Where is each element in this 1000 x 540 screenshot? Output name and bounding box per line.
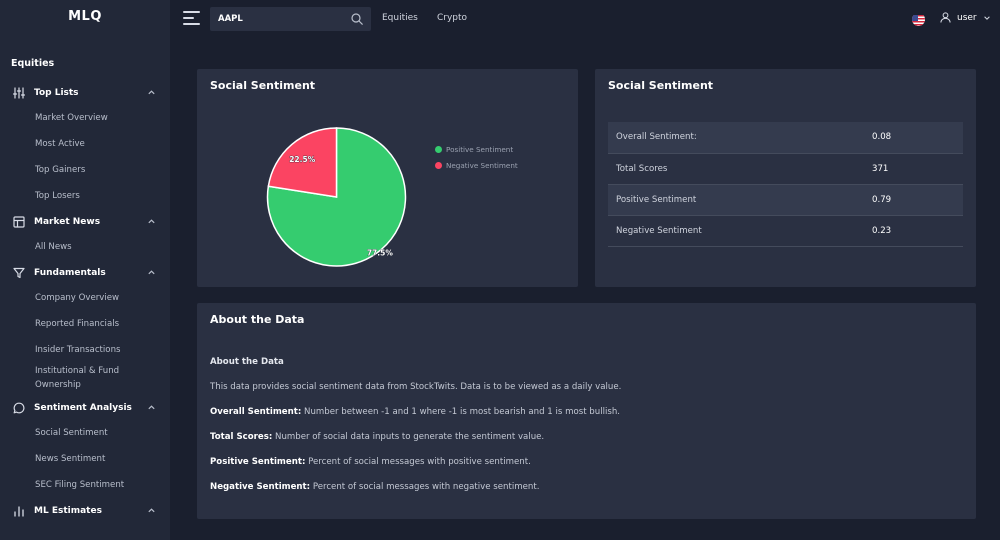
def-term: Total Scores: — [210, 432, 273, 442]
chevron-up-icon[interactable] — [147, 403, 156, 412]
sidebar-group-sentiment-analysis[interactable]: Sentiment Analysis — [0, 395, 170, 420]
row-label: Total Scores — [608, 153, 872, 185]
sentiment-pie-chart: 77.5% 22.5% — [266, 127, 407, 267]
row-value: 0.79 — [872, 184, 963, 216]
pie-slice-negative[interactable] — [267, 127, 338, 198]
sidebar-group-fundamentals[interactable]: Fundamentals — [0, 260, 170, 285]
us-flag-icon[interactable] — [912, 13, 925, 26]
sidebar-item-insider-transactions[interactable]: Insider Transactions — [35, 345, 121, 355]
layout-icon — [13, 215, 25, 228]
chevron-up-icon[interactable] — [147, 217, 156, 226]
nav-crypto[interactable]: Crypto — [437, 13, 468, 23]
chevron-up-icon[interactable] — [147, 268, 156, 277]
user-label: user — [957, 12, 977, 23]
about-card-title: About the Data — [210, 313, 305, 326]
sidebar-item-company-overview[interactable]: Company Overview — [35, 293, 120, 303]
sidebar-item-market-overview[interactable]: Market Overview — [35, 113, 108, 123]
row-value: 371 — [872, 153, 963, 185]
def-term: Negative Sentiment: — [210, 482, 311, 492]
sentiment-table: Overall Sentiment: 0.08 Total Scores 371… — [608, 122, 963, 247]
sidebar-heading: Equities — [11, 58, 55, 69]
message-circle-icon — [13, 402, 25, 414]
sidebar-item-news-sentiment[interactable]: News Sentiment — [35, 454, 106, 464]
legend-label: Negative Sentiment — [446, 160, 518, 170]
sidebar-item-most-active[interactable]: Most Active — [35, 139, 85, 149]
sidebar-group-label: Market News — [34, 216, 101, 227]
sidebar-group-ml-estimates[interactable]: ML Estimates — [0, 498, 170, 523]
sidebar-item-sec-filing-sentiment[interactable]: SEC Filing Sentiment — [35, 480, 125, 490]
stats-card-title: Social Sentiment — [608, 79, 714, 92]
chart-legend: Positive Sentiment Negative Sentiment — [435, 141, 518, 173]
chevron-up-icon[interactable] — [147, 506, 156, 515]
def-text: Number of social data inputs to generate… — [272, 432, 545, 442]
user-icon — [940, 12, 951, 23]
def-term: Positive Sentiment: — [210, 457, 306, 467]
legend-label: Positive Sentiment — [446, 144, 514, 154]
menu-icon[interactable] — [183, 11, 200, 25]
chevron-down-icon — [983, 15, 990, 20]
about-subtitle: About the Data — [210, 357, 284, 367]
def-positive-sentiment: Positive Sentiment: Percent of social me… — [210, 457, 531, 467]
sidebar-group-label: Top Lists — [34, 87, 79, 98]
sidebar-item-institutional-ownership[interactable]: Institutional & Fund Ownership — [35, 366, 120, 390]
filter-icon — [13, 267, 25, 279]
sidebar-item-reported-financials[interactable]: Reported Financials — [35, 319, 120, 329]
sidebar-group-top-lists[interactable]: Top Lists — [0, 80, 170, 105]
about-card: About the Data About the Data This data … — [197, 303, 976, 519]
pie-label-positive: 77.5% — [367, 249, 394, 258]
search-input[interactable] — [210, 7, 345, 31]
about-intro: This data provides social sentiment data… — [210, 382, 622, 392]
row-value: 0.08 — [872, 122, 963, 154]
def-text: Number between -1 and 1 where -1 is most… — [301, 407, 621, 417]
row-value: 0.23 — [872, 215, 963, 247]
sidebar-group-market-news[interactable]: Market News — [0, 209, 170, 234]
sidebar: MLQ Equities Top Lists Market Overview M… — [0, 0, 170, 540]
def-total-scores: Total Scores: Number of social data inpu… — [210, 432, 544, 442]
sidebar-group-label: Fundamentals — [34, 267, 106, 278]
nav-equities[interactable]: Equities — [382, 13, 418, 23]
def-overall-sentiment: Overall Sentiment: Number between -1 and… — [210, 407, 620, 417]
pie-label-negative: 22.5% — [289, 155, 316, 164]
def-term: Overall Sentiment: — [210, 407, 302, 417]
sidebar-item-all-news[interactable]: All News — [35, 242, 72, 252]
table-row: Overall Sentiment: 0.08 — [608, 122, 963, 154]
search-box — [210, 7, 371, 31]
sidebar-item-social-sentiment[interactable]: Social Sentiment — [35, 428, 108, 438]
def-text: Percent of social messages with positive… — [305, 457, 531, 467]
table-row: Negative Sentiment 0.23 — [608, 215, 963, 247]
sidebar-item-top-gainers[interactable]: Top Gainers — [35, 165, 86, 175]
row-label: Overall Sentiment: — [608, 122, 872, 154]
table-row: Total Scores 371 — [608, 153, 963, 185]
sidebar-group-label: Sentiment Analysis — [34, 402, 132, 413]
def-text: Percent of social messages with negative… — [310, 482, 540, 492]
def-negative-sentiment: Negative Sentiment: Percent of social me… — [210, 482, 539, 492]
legend-item-positive[interactable]: Positive Sentiment — [435, 141, 518, 157]
sidebar-item-top-losers[interactable]: Top Losers — [35, 191, 80, 201]
legend-swatch — [435, 145, 442, 153]
sidebar-group-label: ML Estimates — [34, 505, 102, 516]
legend-item-negative[interactable]: Negative Sentiment — [435, 157, 518, 173]
user-menu[interactable]: user — [940, 12, 991, 23]
chart-card: Social Sentiment 77.5% 22.5% Positive Sen… — [197, 69, 578, 287]
app-logo[interactable]: MLQ — [68, 9, 102, 24]
sliders-icon — [13, 86, 25, 99]
stats-card: Social Sentiment Overall Sentiment: 0.08… — [595, 69, 976, 287]
row-label: Negative Sentiment — [608, 215, 872, 247]
search-icon[interactable] — [351, 13, 363, 25]
table-row: Positive Sentiment 0.79 — [608, 184, 963, 216]
chart-card-title: Social Sentiment — [210, 79, 316, 92]
sidebar-nav: Top Lists Market Overview Most Active To… — [0, 80, 170, 523]
topbar: Equities Crypto user — [170, 0, 1000, 38]
chevron-up-icon[interactable] — [147, 88, 156, 97]
row-label: Positive Sentiment — [608, 184, 872, 216]
legend-swatch — [435, 161, 442, 169]
bar-chart-icon — [13, 505, 25, 517]
